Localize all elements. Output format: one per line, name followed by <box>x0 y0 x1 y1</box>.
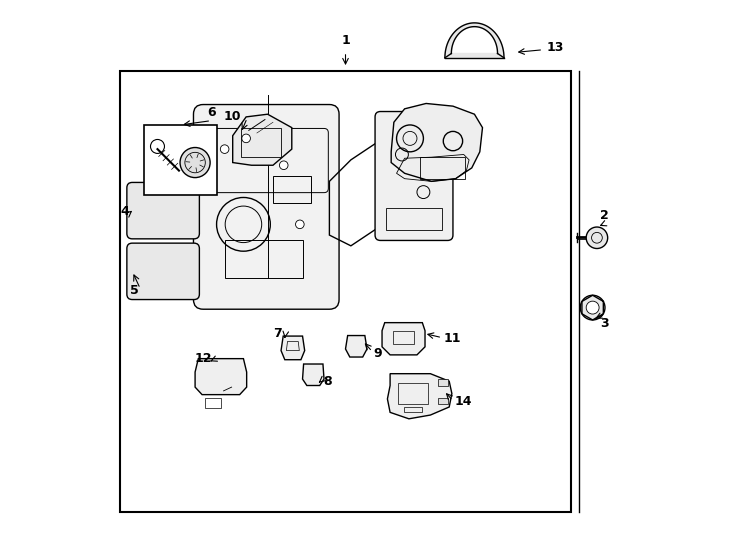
FancyBboxPatch shape <box>375 112 453 240</box>
Text: 14: 14 <box>454 395 472 408</box>
Bar <box>225 240 302 278</box>
Polygon shape <box>391 104 482 181</box>
Polygon shape <box>195 359 247 395</box>
Bar <box>398 383 428 404</box>
Text: 5: 5 <box>130 284 139 297</box>
Bar <box>241 127 281 157</box>
Circle shape <box>280 161 288 170</box>
Circle shape <box>586 227 608 248</box>
Polygon shape <box>445 23 504 58</box>
Bar <box>120 71 571 512</box>
FancyBboxPatch shape <box>127 243 200 300</box>
Text: 3: 3 <box>600 318 608 330</box>
Bar <box>420 157 465 179</box>
Circle shape <box>180 147 210 178</box>
Text: 13: 13 <box>547 40 564 53</box>
Bar <box>273 176 310 203</box>
Text: 1: 1 <box>341 34 350 47</box>
Text: 9: 9 <box>374 347 382 360</box>
Polygon shape <box>346 335 367 357</box>
Text: 7: 7 <box>273 327 282 340</box>
Polygon shape <box>302 364 324 386</box>
FancyBboxPatch shape <box>127 183 200 239</box>
Text: 8: 8 <box>323 375 332 388</box>
Text: 4: 4 <box>121 206 129 219</box>
FancyBboxPatch shape <box>194 105 339 309</box>
Polygon shape <box>233 114 292 165</box>
Text: 11: 11 <box>444 332 462 345</box>
Polygon shape <box>388 374 452 419</box>
Circle shape <box>220 145 229 153</box>
Circle shape <box>586 301 599 314</box>
Bar <box>393 330 414 344</box>
Bar <box>438 398 448 404</box>
Bar <box>404 407 422 413</box>
Text: 10: 10 <box>223 110 241 124</box>
Bar <box>386 208 442 230</box>
Text: 6: 6 <box>207 105 216 118</box>
Polygon shape <box>281 336 305 360</box>
Polygon shape <box>445 53 504 58</box>
Bar <box>205 399 221 408</box>
Circle shape <box>296 220 304 228</box>
Bar <box>144 125 217 195</box>
Circle shape <box>581 295 605 320</box>
Bar <box>438 379 448 386</box>
Text: 2: 2 <box>600 208 608 221</box>
Polygon shape <box>382 322 425 355</box>
Circle shape <box>241 134 250 143</box>
Text: 12: 12 <box>195 352 212 365</box>
